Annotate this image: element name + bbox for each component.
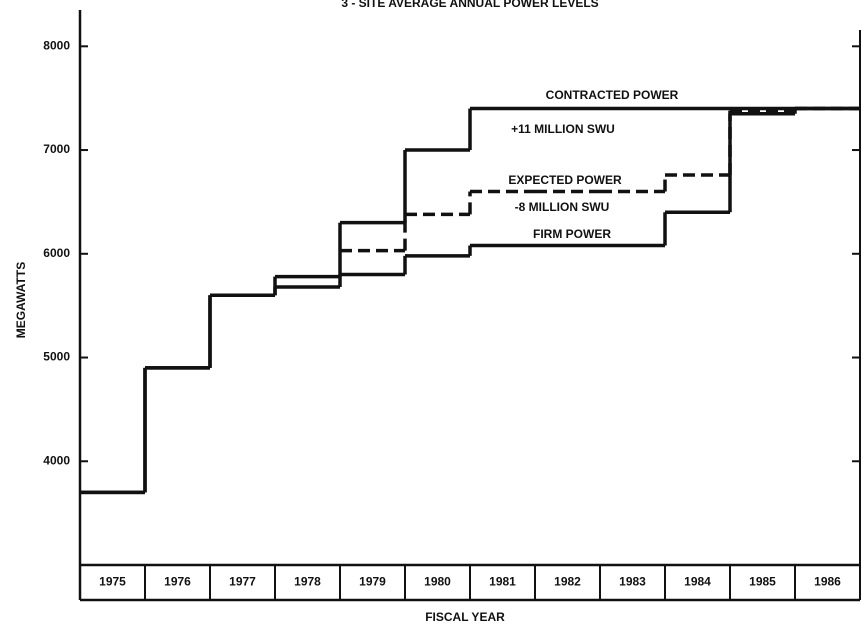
- x-tick-label: 1979: [359, 575, 386, 589]
- annotation: +11 MILLION SWU: [511, 122, 615, 136]
- x-tick-label: 1978: [294, 575, 321, 589]
- x-tick-label: 1977: [229, 575, 256, 589]
- x-tick-label: 1983: [619, 575, 646, 589]
- x-tick-label: 1982: [554, 575, 581, 589]
- x-tick-label: 1986: [814, 575, 841, 589]
- chart-title: 3 - SITE AVERAGE ANNUAL POWER LEVELS: [341, 0, 598, 10]
- series-label: CONTRACTED POWER: [546, 88, 679, 102]
- y-tick-label: 8000: [43, 38, 70, 52]
- x-tick-label: 1981: [489, 575, 516, 589]
- y-tick-label: 5000: [43, 350, 70, 364]
- annotation: -8 MILLION SWU: [515, 200, 610, 214]
- x-tick-label: 1980: [424, 575, 451, 589]
- y-tick-label: 6000: [43, 246, 70, 260]
- y-tick-label: 4000: [43, 453, 70, 467]
- x-tick-label: 1976: [164, 575, 191, 589]
- series-label: FIRM POWER: [533, 227, 611, 241]
- x-tick-label: 1975: [99, 575, 126, 589]
- y-tick-label: 7000: [43, 142, 70, 156]
- series-label: EXPECTED POWER: [508, 173, 622, 187]
- x-tick-label: 1985: [749, 575, 776, 589]
- x-axis-label: FISCAL YEAR: [425, 610, 505, 624]
- y-axis-label: MEGAWATTS: [14, 262, 28, 338]
- x-tick-label: 1984: [684, 575, 711, 589]
